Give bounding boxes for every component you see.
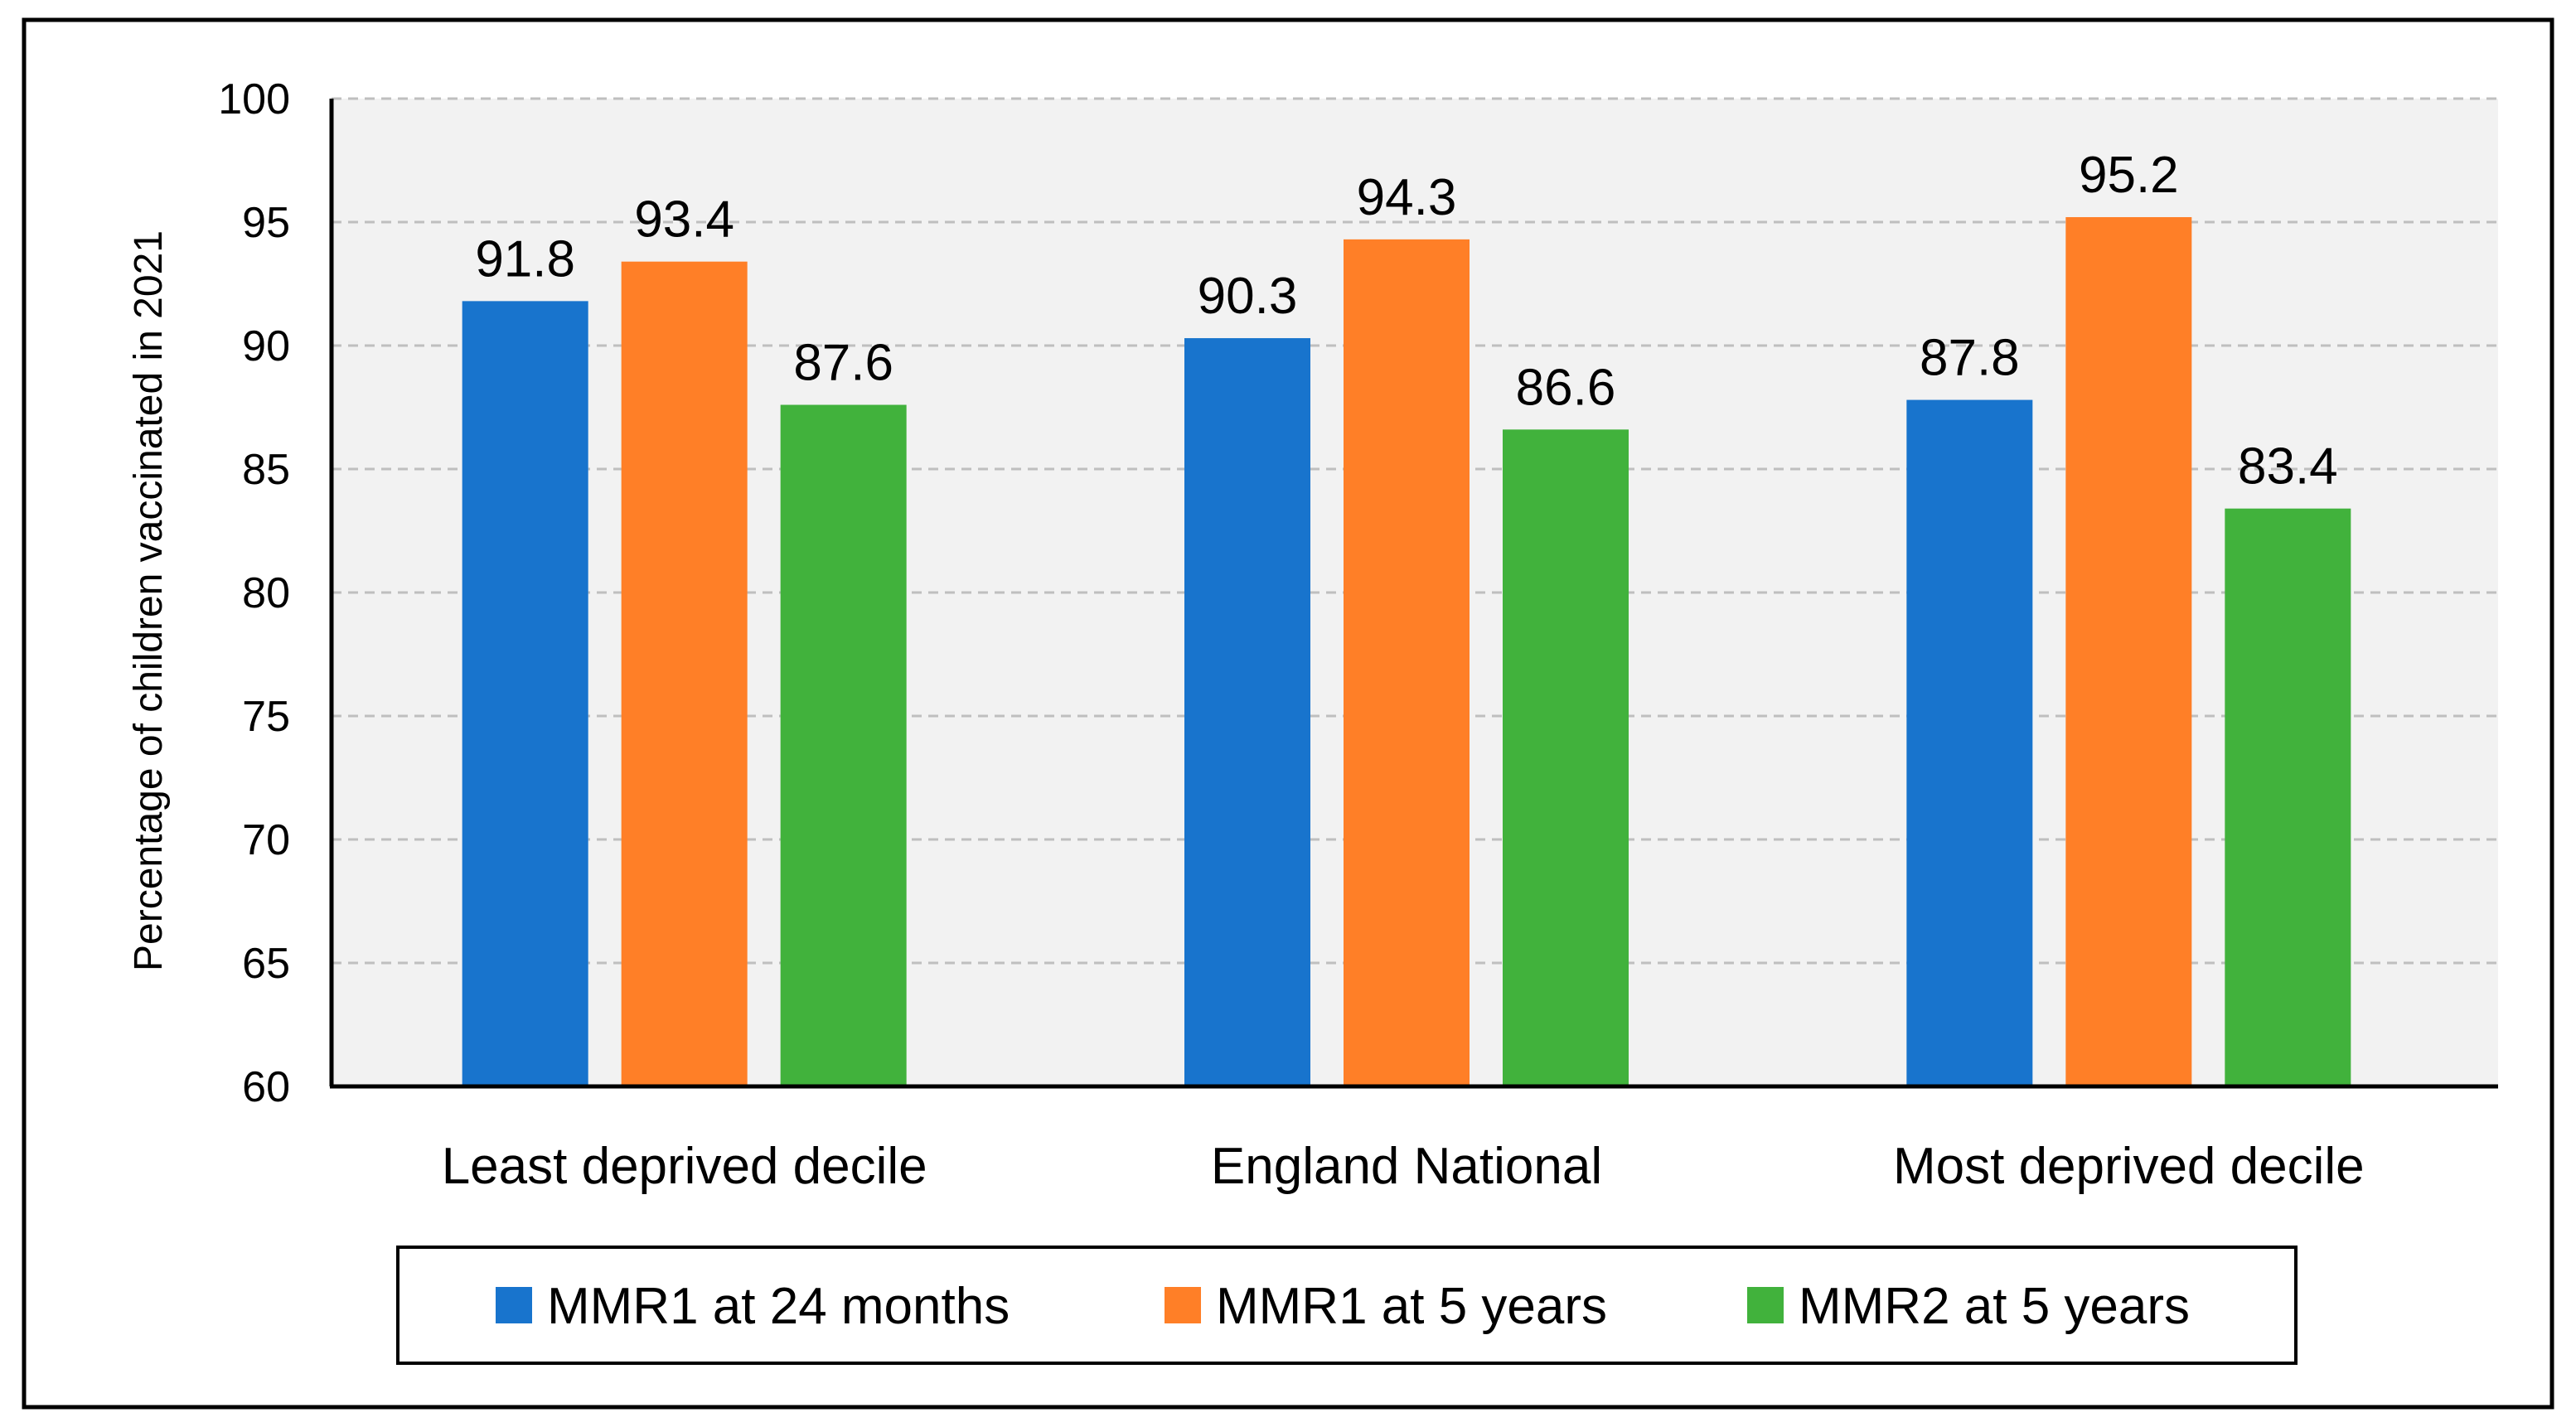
axes [329,99,2498,1089]
y-tick-label: 70 [242,816,290,864]
y-tick-label: 85 [242,446,290,494]
data-label: 87.8 [1920,330,2020,387]
legend-label: MMR2 at 5 years [1799,1278,2190,1335]
legend-label: MMR1 at 5 years [1216,1278,1607,1335]
bar-mmr2-at-5-years-1 [1503,429,1629,1086]
bar-mmr2-at-5-years-2 [2225,508,2351,1086]
legend-swatch [1165,1287,1201,1323]
data-label: 90.3 [1198,268,1298,325]
y-tick-label: 65 [242,940,290,988]
bar-mmr1-at-5-years-0 [621,261,748,1086]
legend-items: MMR1 at 24 months MMR1 at 5 years MMR2 at … [496,1278,2190,1335]
y-tick-label: 80 [242,569,290,617]
x-category-label: Most deprived decile [1893,1138,2365,1195]
y-axis-title: Percentage of children vaccinated in 202… [127,230,171,971]
x-category-label: England National [1211,1138,1602,1195]
legend-swatch [496,1287,532,1323]
y-tick-label: 100 [218,75,290,123]
data-label: 93.4 [634,191,734,249]
bar-mmr1-at-24-months-1 [1184,338,1310,1086]
bar-mmr1-at-24-months-0 [462,301,588,1086]
bar-mmr1-at-24-months-2 [1906,399,2033,1086]
data-label: 83.4 [2238,438,2338,496]
y-tick-label: 60 [242,1063,290,1111]
bars [462,217,2351,1086]
data-label: 91.8 [475,230,575,288]
x-category-label: Least deprived decile [442,1138,927,1195]
y-tick-label: 95 [242,199,290,247]
legend [396,1246,2298,1365]
bar-mmr1-at-5-years-2 [2065,217,2192,1086]
data-label: 95.2 [2079,147,2179,204]
y-tick-label: 75 [242,693,290,741]
bar-mmr1-at-5-years-1 [1344,239,1470,1086]
data-label: 94.3 [1357,169,1457,226]
legend-swatch [1747,1287,1784,1323]
x-category-labels: Least deprived decile England National Mos… [442,1138,2365,1195]
y-tick-label: 90 [242,322,290,370]
y-tick-labels: 60 65 70 75 80 85 90 95 100 [218,75,290,1111]
data-label: 87.6 [793,335,893,392]
bar-mmr2-at-5-years-0 [780,404,907,1086]
data-label: 86.6 [1516,359,1616,416]
data-labels: 91.8 93.4 87.6 90.3 94.3 86.6 87.8 95.2 83.4 [475,147,2337,496]
legend-label: MMR1 at 24 months [547,1278,1010,1335]
